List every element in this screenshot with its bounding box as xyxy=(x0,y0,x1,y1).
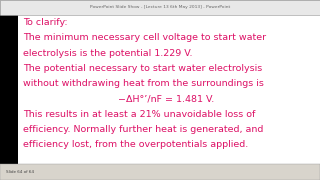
Text: The potential necessary to start water electrolysis: The potential necessary to start water e… xyxy=(23,64,262,73)
Bar xyxy=(0,0,320,15)
Text: efficiency lost, from the overpotentials applied.: efficiency lost, from the overpotentials… xyxy=(23,140,248,149)
Text: To clarify:: To clarify: xyxy=(23,18,68,27)
Bar xyxy=(18,15,320,164)
Text: Slide 64 of 64: Slide 64 of 64 xyxy=(6,170,35,174)
Text: This results in at least a 21% unavoidable loss of: This results in at least a 21% unavoidab… xyxy=(23,110,255,119)
Bar xyxy=(0,15,18,164)
Text: efficiency. Normally further heat is generated, and: efficiency. Normally further heat is gen… xyxy=(23,125,263,134)
Text: PowerPoint Slide Show - [Lecture 13 6th May 2013] - PowerPoint: PowerPoint Slide Show - [Lecture 13 6th … xyxy=(90,5,230,10)
Text: The minimum necessary cell voltage to start water: The minimum necessary cell voltage to st… xyxy=(23,33,266,42)
Text: electrolysis is the potential 1.229 V.: electrolysis is the potential 1.229 V. xyxy=(23,49,193,58)
Bar xyxy=(0,164,320,180)
Text: without withdrawing heat from the surroundings is: without withdrawing heat from the surrou… xyxy=(23,79,264,88)
Text: −ΔH°’/nF = 1.481 V.: −ΔH°’/nF = 1.481 V. xyxy=(118,94,214,103)
